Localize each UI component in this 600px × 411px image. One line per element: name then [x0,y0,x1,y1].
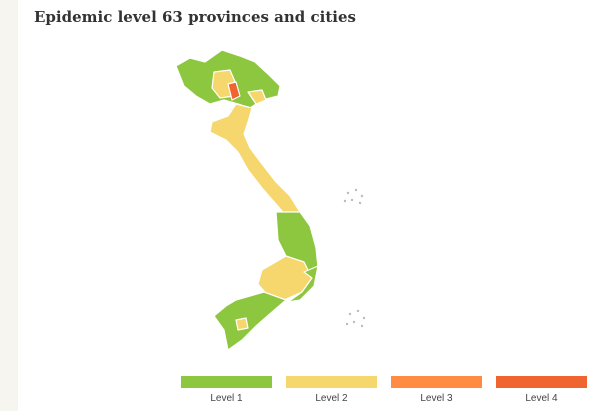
legend-label: Level 2 [315,393,348,404]
mekong-spot-region [235,317,249,331]
legend-swatch [496,376,587,388]
central-region [209,103,301,219]
spratly-islands [345,309,366,328]
mekong-region [213,291,287,351]
legend-swatch [286,376,377,388]
legend-label: Level 3 [420,393,453,404]
legend-label: Level 4 [525,393,558,404]
legend-label: Level 1 [210,393,243,404]
coastal-north-region [247,89,267,105]
legend: Level 1 Level 2 Level 3 Level 4 [181,376,587,404]
page-title: Epidemic level 63 provinces and cities [34,8,356,26]
legend-swatch [181,376,272,388]
south-coast-region [287,265,319,303]
legend-swatch [391,376,482,388]
paracel-islands [343,188,364,205]
vietnam-map [175,49,366,351]
side-strip [0,0,18,411]
hotspot-region [227,81,241,101]
